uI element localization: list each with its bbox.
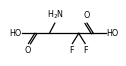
Text: F: F [70,46,74,55]
Text: HO: HO [107,29,119,38]
Text: HO: HO [9,29,22,38]
Text: F: F [83,46,88,55]
Text: O: O [83,11,90,20]
Text: O: O [25,46,31,55]
Text: H$_2$N: H$_2$N [47,8,64,21]
